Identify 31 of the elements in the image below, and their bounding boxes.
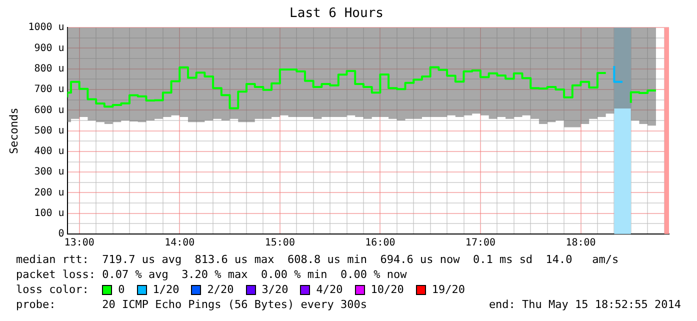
legend-label: 0	[118, 282, 125, 297]
legend-label: 19/20	[432, 282, 465, 297]
y-tick-label: 100 u	[34, 208, 64, 219]
text: median rtt: 719.7 us avg 813.6 us max 608.8 us min 694.6 us now 0.1 ms sd 14.0 am/s	[16, 252, 620, 267]
x-tick-label: 14:00	[164, 238, 195, 249]
x-tick-label: 13:00	[64, 238, 94, 249]
y-tick-label: 700 u	[34, 84, 64, 96]
text: probe: 20 ICMP Echo Pings (56 Bytes) every 300s	[16, 297, 367, 312]
y-tick-label: 0	[58, 228, 64, 240]
y-tick-label: 800 u	[34, 63, 64, 74]
legend-label: 1/20	[152, 282, 180, 297]
legend-label: 3/20	[262, 282, 288, 297]
legend-label: 2/20	[207, 282, 234, 297]
y-tick-label: 900 u	[34, 42, 64, 54]
y-axis-title: Seconds	[7, 108, 20, 154]
x-tick-label: 17:00	[465, 238, 496, 249]
y-tick-label: 1000 u	[28, 22, 64, 34]
x-tick-label: 16:00	[365, 238, 396, 249]
legend-label: 10/20	[370, 282, 404, 297]
y-tick-label: 400 u	[34, 146, 64, 158]
y-tick-label: 500 u	[34, 125, 64, 136]
text: packet loss: 0.07 % avg 3.20 % max 0.00 % min 0.00 % now	[16, 267, 408, 282]
legend-label: 4/20	[316, 282, 343, 297]
y-tick-label: 200 u	[34, 187, 64, 198]
chart-title: Last 6 Hours	[290, 6, 384, 22]
y-tick-label: 600 u	[34, 104, 64, 116]
text: end: Thu May 15 18:52:55 2014	[488, 297, 681, 312]
x-tick-label: 18:00	[566, 238, 596, 249]
y-tick-label: 300 u	[34, 166, 64, 178]
x-tick-label: 15:00	[264, 238, 295, 249]
legend-title: loss color:	[16, 282, 90, 297]
